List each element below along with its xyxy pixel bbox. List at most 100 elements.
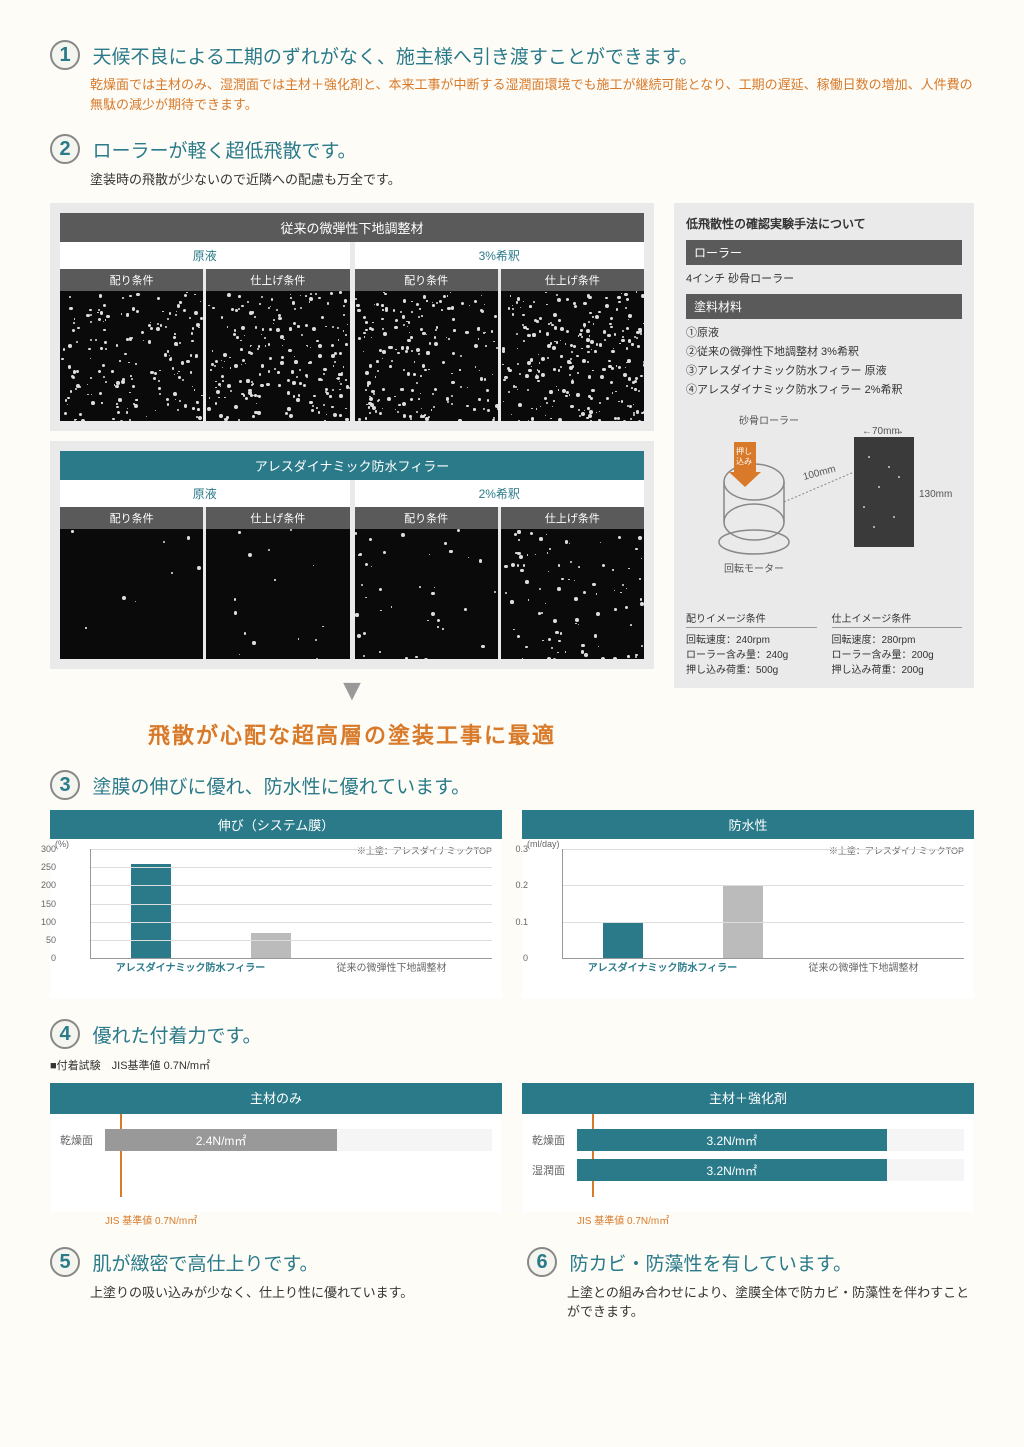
info-title: 低飛散性の確認実験手法について	[686, 215, 962, 232]
hbar-fill: 3.2N/m㎡	[577, 1159, 887, 1181]
y-tick: 0.1	[515, 917, 528, 927]
hbar-label: 乾燥面	[60, 1132, 105, 1148]
hbar-fill: 3.2N/m㎡	[577, 1129, 887, 1151]
cell-label: 仕上げ条件	[206, 269, 349, 291]
chart-title: 伸び（システム膜）	[50, 810, 502, 839]
spec-line: 回転速度：240rpm	[686, 631, 817, 646]
cell-label: 配り条件	[60, 269, 203, 291]
test-note: ■付着試験 JIS基準値 0.7N/m㎡	[50, 1057, 974, 1073]
scatter-sample	[60, 291, 203, 421]
diagram-roller-label: 砂骨ローラー	[739, 414, 799, 427]
spec-line: 押し込み荷重：200g	[832, 661, 963, 676]
group-header: 原液	[60, 242, 350, 269]
section-5: 5 肌が緻密で高仕上りです。 上塗りの吸い込みが少なく、仕上り性に優れています。	[50, 1247, 497, 1320]
chart-unit: (%)	[55, 839, 69, 849]
section-4: 4 優れた付着力です。 ■付着試験 JIS基準値 0.7N/m㎡ 主材のみ 乾燥…	[50, 1019, 974, 1227]
material-line: ①原液	[686, 324, 962, 340]
title-6: 防カビ・防藻性を有しています。	[569, 1254, 852, 1275]
spec-finish: 仕上イメージ条件 回転速度：280rpmローラー含み量：200g押し込み荷重：2…	[832, 610, 963, 676]
desc-5: 上塗りの吸い込みが少なく、仕上り性に優れています。	[90, 1282, 497, 1301]
y-tick: 250	[41, 862, 56, 872]
cell-label: 仕上げ条件	[501, 507, 644, 529]
y-tick: 200	[41, 880, 56, 890]
badge-1: 1	[50, 40, 80, 70]
y-tick: 0.2	[515, 880, 528, 890]
desc-6: 上塗との組み合わせにより、塗膜全体で防カビ・防藻性を伴わすことができます。	[567, 1282, 974, 1320]
scatter-sample	[206, 529, 349, 659]
spec-line: 押し込み荷重：500g	[686, 661, 817, 676]
group-header: 3%希釈	[355, 242, 645, 269]
diagram-h: 130mm	[919, 489, 952, 500]
badge-5: 5	[50, 1247, 80, 1277]
spec-line: ローラー含み量：240g	[686, 646, 817, 661]
panel-header: アレスダイナミック防水フィラー	[60, 451, 644, 480]
info-material-header: 塗料材料	[686, 294, 962, 319]
title-1: 天候不良による工期のずれがなく、施主様へ引き渡すことができます。	[92, 47, 698, 68]
info-roller-header: ローラー	[686, 240, 962, 265]
scatter-panel-product: アレスダイナミック防水フィラー 原液配り条件仕上げ条件2%希釈配り条件仕上げ条件	[50, 441, 654, 669]
bar	[251, 933, 291, 958]
adhesion-main-only: 主材のみ 乾燥面2.4N/m㎡ JIS 基準値 0.7N/m㎡	[50, 1083, 502, 1227]
title-5: 肌が緻密で高仕上りです。	[92, 1254, 318, 1275]
x-label: アレスダイナミック防水フィラー	[562, 959, 763, 974]
cell-label: 仕上げ条件	[501, 269, 644, 291]
adhesion-main-plus: 主材＋強化剤 乾燥面3.2N/m㎡湿潤面3.2N/m㎡ JIS 基準値 0.7N…	[522, 1083, 974, 1227]
info-roller: 4インチ 砂骨ローラー	[686, 270, 962, 286]
cell-label: 仕上げ条件	[206, 507, 349, 529]
badge-6: 6	[527, 1247, 557, 1277]
section-1: 1 天候不良による工期のずれがなく、施主様へ引き渡すことができます。 乾燥面では…	[50, 40, 974, 114]
material-line: ④アレスダイナミック防水フィラー 2%希釈	[686, 381, 962, 397]
roller-diagram: 砂骨ローラー 押し 込み 回転モーター 100mm	[686, 412, 962, 595]
scatter-sample	[355, 291, 498, 421]
chart-title: 防水性	[522, 810, 974, 839]
spec-line: ローラー含み量：200g	[832, 646, 963, 661]
scatter-sample	[501, 291, 644, 421]
hbar-fill: 2.4N/m㎡	[105, 1129, 337, 1151]
spec-distribution: 配りイメージ条件 回転速度：240rpmローラー含み量：240g押し込み荷重：5…	[686, 610, 817, 676]
y-tick: 50	[46, 935, 56, 945]
section-6: 6 防カビ・防藻性を有しています。 上塗との組み合わせにより、塗膜全体で防カビ・…	[527, 1247, 974, 1320]
svg-text:←: ←	[862, 426, 872, 437]
badge-2: 2	[50, 134, 80, 164]
material-line: ③アレスダイナミック防水フィラー 原液	[686, 362, 962, 378]
x-label: アレスダイナミック防水フィラー	[90, 959, 291, 974]
scatter-sample	[355, 529, 498, 659]
section-2: 2 ローラーが軽く超低飛散です。 塗装時の飛散が少ないので近隣への配慮も万全です…	[50, 134, 974, 750]
hbar-label: 乾燥面	[532, 1132, 577, 1148]
jis-label: JIS 基準値 0.7N/m㎡	[577, 1212, 974, 1227]
badge-4: 4	[50, 1019, 80, 1049]
cell-label: 配り条件	[355, 507, 498, 529]
svg-text:→: →	[894, 426, 904, 437]
diagram-push-label-1: 押し	[736, 446, 752, 456]
scatter-panel-conventional: 従来の微弾性下地調整材 原液配り条件仕上げ条件3%希釈配り条件仕上げ条件	[50, 203, 654, 431]
cell-label: 配り条件	[355, 269, 498, 291]
bar	[603, 922, 643, 958]
group-header: 原液	[60, 480, 350, 507]
bar	[131, 864, 171, 958]
title-4: 優れた付着力です。	[92, 1026, 261, 1047]
hbar-label: 湿潤面	[532, 1162, 577, 1178]
x-label: 従来の微弾性下地調整材	[763, 959, 964, 974]
scatter-sample	[501, 529, 644, 659]
svg-text:込み: 込み	[736, 457, 752, 466]
y-tick: 0	[523, 953, 528, 963]
x-label: 従来の微弾性下地調整材	[291, 959, 492, 974]
desc-2: 塗装時の飛散が少ないので近隣への配慮も万全です。	[90, 169, 974, 188]
cell-label: 配り条件	[60, 507, 203, 529]
group-header: 2%希釈	[355, 480, 645, 507]
panel-header: 従来の微弾性下地調整材	[60, 213, 644, 242]
y-tick: 100	[41, 917, 56, 927]
chart-elongation: 伸び（システム膜） (%) ※上塗：アレスダイナミックTOP 300250200…	[50, 810, 502, 999]
title-3: 塗膜の伸びに優れ、防水性に優れています。	[92, 777, 470, 798]
chart-waterproof: 防水性 (ml/day) ※上塗：アレスダイナミックTOP 0.30.20.10…	[522, 810, 974, 999]
chart-title: 主材のみ	[50, 1083, 502, 1112]
experiment-info-box: 低飛散性の確認実験手法について ローラー 4インチ 砂骨ローラー 塗料材料 ①原…	[674, 203, 974, 688]
section-3: 3 塗膜の伸びに優れ、防水性に優れています。 伸び（システム膜） (%) ※上塗…	[50, 770, 974, 999]
diagram-motor-label: 回転モーター	[724, 563, 784, 575]
spec-line: 回転速度：280rpm	[832, 631, 963, 646]
y-tick: 0	[51, 953, 56, 963]
arrow-down-icon: ▼	[50, 674, 654, 708]
y-tick: 0.3	[515, 844, 528, 854]
chart-title: 主材＋強化剤	[522, 1083, 974, 1112]
material-line: ②従来の微弾性下地調整材 3%希釈	[686, 343, 962, 359]
